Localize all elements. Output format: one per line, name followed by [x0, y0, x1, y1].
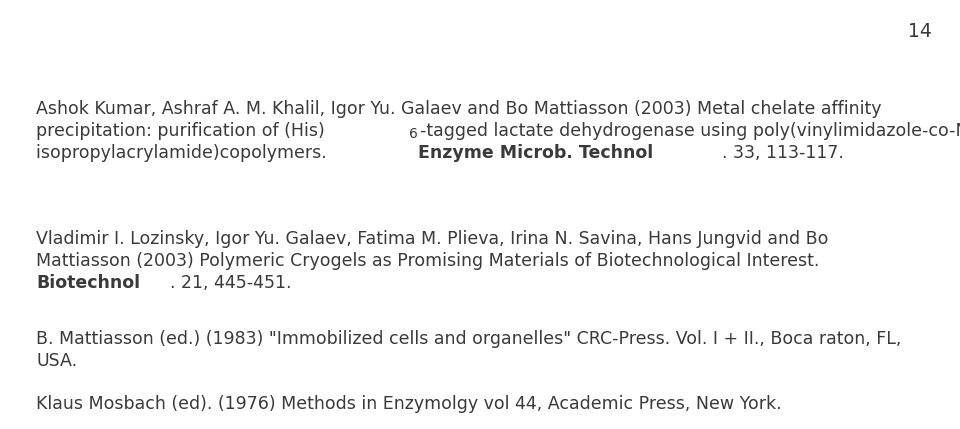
Text: . 21, 445-451.: . 21, 445-451. — [170, 274, 292, 292]
Text: B. Mattiasson (ed.) (1983) "Immobilized cells and organelles" CRC-Press. Vol. I : B. Mattiasson (ed.) (1983) "Immobilized … — [36, 330, 901, 348]
Text: Biotechnol: Biotechnol — [36, 274, 140, 292]
Text: 14: 14 — [908, 22, 932, 41]
Text: Mattiasson (2003) Polymeric Cryogels as Promising Materials of Biotechnological : Mattiasson (2003) Polymeric Cryogels as … — [36, 252, 825, 270]
Text: precipitation: purification of (His): precipitation: purification of (His) — [36, 122, 324, 140]
Text: Ashok Kumar, Ashraf A. M. Khalil, Igor Yu. Galaev and Bo Mattiasson (2003) Metal: Ashok Kumar, Ashraf A. M. Khalil, Igor Y… — [36, 100, 881, 118]
Text: USA.: USA. — [36, 352, 77, 370]
Text: . 33, 113-117.: . 33, 113-117. — [722, 144, 844, 162]
Text: Enzyme Microb. Technol: Enzyme Microb. Technol — [419, 144, 654, 162]
Text: Klaus Mosbach (ed). (1976) Methods in Enzymolgy vol 44, Academic Press, New York: Klaus Mosbach (ed). (1976) Methods in En… — [36, 395, 781, 413]
Text: isopropylacrylamide)copolymers.: isopropylacrylamide)copolymers. — [36, 144, 332, 162]
Text: Vladimir I. Lozinsky, Igor Yu. Galaev, Fatima M. Plieva, Irina N. Savina, Hans J: Vladimir I. Lozinsky, Igor Yu. Galaev, F… — [36, 230, 828, 248]
Text: -tagged lactate dehydrogenase using poly(vinylimidazole-co-N-: -tagged lactate dehydrogenase using poly… — [420, 122, 960, 140]
Text: 6: 6 — [409, 127, 418, 141]
